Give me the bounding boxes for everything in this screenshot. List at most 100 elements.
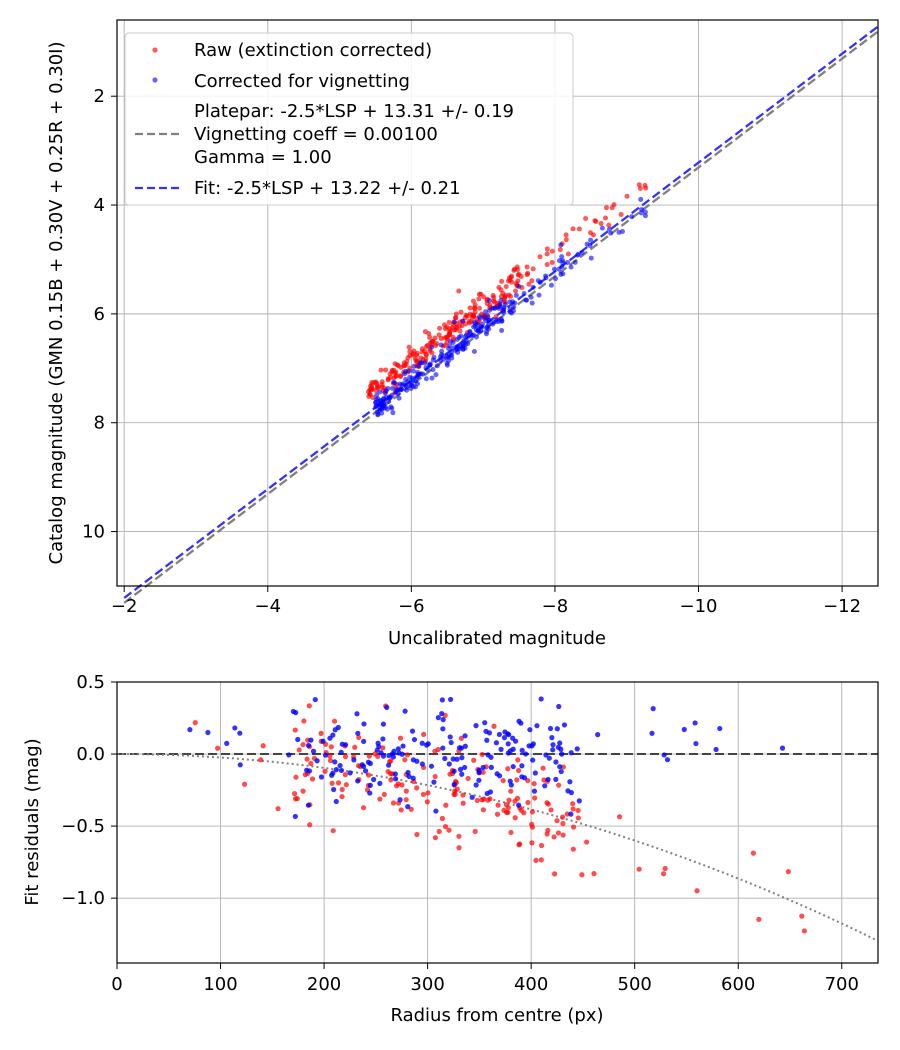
corrected-point xyxy=(425,367,431,373)
raw-residual-point xyxy=(544,800,550,806)
corrected-residual-point xyxy=(310,748,317,754)
corrected-residual-point xyxy=(713,746,719,753)
raw-residual-point xyxy=(331,718,338,724)
corrected-point xyxy=(375,396,381,402)
legend-box xyxy=(124,32,574,206)
raw-residual-point xyxy=(480,807,487,813)
corrected-residual-point xyxy=(519,747,525,753)
raw-residual-point xyxy=(308,760,314,767)
raw-residual-point xyxy=(403,797,409,803)
corrected-residual-point xyxy=(367,760,373,767)
corrected-point xyxy=(530,284,536,290)
raw-residual-point xyxy=(533,857,539,863)
corrected-point xyxy=(447,343,453,349)
raw-point xyxy=(537,254,543,260)
raw-residual-point xyxy=(292,727,298,733)
raw-residual-point xyxy=(330,828,336,834)
raw-residual-point xyxy=(591,871,597,877)
corrected-point xyxy=(423,376,429,382)
raw-residual-point xyxy=(480,796,487,802)
raw-residual-point xyxy=(570,846,576,852)
bottom-plot: 0 100 200 300 400 500 600 700 0.5 0.0 −0.5 −1.0 Ra… xyxy=(22,672,879,1026)
raw-point xyxy=(450,334,456,340)
raw-residual-point xyxy=(575,815,581,821)
legend-fit-label: Fit: -2.5*LSP + 13.22 +/- 0.21 xyxy=(194,178,461,199)
corrected-point xyxy=(375,411,381,417)
raw-residual-point xyxy=(432,835,438,841)
raw-residual-point xyxy=(579,872,585,878)
corrected-residual-point xyxy=(347,770,353,776)
corrected-residual-point xyxy=(681,726,687,733)
corrected-point xyxy=(588,255,594,261)
corrected-residual-point xyxy=(312,696,318,703)
raw-residual-point xyxy=(785,869,791,875)
corrected-residual-point xyxy=(351,757,357,763)
corrected-residual-point xyxy=(557,740,563,746)
corrected-point xyxy=(498,297,504,303)
legend-vignetting-label: Vignetting coeff = 0.00100 xyxy=(194,124,438,145)
corrected-residual-point xyxy=(314,758,320,764)
raw-point xyxy=(609,205,615,211)
corrected-point xyxy=(450,340,456,346)
corrected-residual-point xyxy=(293,710,299,716)
corrected-residual-point xyxy=(664,757,671,763)
raw-residual-point xyxy=(306,703,312,709)
raw-point xyxy=(429,339,435,345)
top-y-axis-label: Catalog magnitude (GMN 0.15B + 0.30V + 0… xyxy=(46,41,67,564)
corrected-residual-point xyxy=(440,726,446,732)
raw-point xyxy=(491,295,497,301)
raw-point xyxy=(406,344,412,350)
bottom-x-tick-label: 0 xyxy=(111,974,122,995)
raw-residual-point xyxy=(215,745,221,751)
corrected-point xyxy=(606,226,612,232)
corrected-residual-point xyxy=(510,763,516,770)
raw-point xyxy=(513,288,519,294)
bottom-y-ticks: 0.5 0.0 −0.5 −1.0 xyxy=(61,672,117,909)
raw-point xyxy=(453,311,459,317)
raw-point xyxy=(476,296,482,302)
corrected-point xyxy=(444,360,450,366)
raw-point xyxy=(570,226,576,232)
corrected-residual-point xyxy=(205,729,211,736)
corrected-point xyxy=(441,356,447,362)
corrected-point xyxy=(587,243,593,249)
raw-point xyxy=(422,329,428,335)
raw-residual-point xyxy=(318,730,324,736)
corrected-residual-point xyxy=(367,782,373,788)
raw-residual-point xyxy=(301,718,307,724)
corrected-residual-point xyxy=(377,780,383,786)
raw-point xyxy=(437,325,443,331)
raw-residual-point xyxy=(460,792,466,798)
corrected-residual-point xyxy=(439,710,445,717)
corrected-residual-point xyxy=(306,768,313,774)
corrected-residual-point xyxy=(550,742,556,748)
raw-residual-point xyxy=(451,791,457,798)
corrected-residual-point xyxy=(496,773,503,779)
raw-point xyxy=(367,391,373,397)
raw-point xyxy=(423,356,429,362)
corrected-point xyxy=(528,294,534,300)
raw-residual-point xyxy=(560,821,566,827)
corrected-point xyxy=(392,380,398,386)
bottom-y-axis-label: Fit residuals (mag) xyxy=(22,738,43,905)
corrected-point xyxy=(608,230,614,236)
raw-residual-point xyxy=(442,824,449,830)
raw-residual-point xyxy=(327,753,333,759)
corrected-residual-point xyxy=(335,724,341,731)
raw-point xyxy=(463,312,469,318)
raw-residual-point xyxy=(408,806,414,812)
top-x-tick-label: −4 xyxy=(254,596,281,617)
corrected-point xyxy=(486,326,492,332)
raw-residual-point xyxy=(662,865,668,872)
corrected-residual-point xyxy=(440,745,446,751)
corrected-residual-point xyxy=(397,797,403,803)
corrected-residual-point xyxy=(451,781,457,787)
raw-residual-point xyxy=(516,842,522,848)
raw-residual-point xyxy=(241,781,248,787)
raw-point xyxy=(476,305,482,311)
corrected-residual-point xyxy=(295,736,301,743)
corrected-point xyxy=(420,371,426,377)
raw-residual-point xyxy=(366,753,372,759)
corrected-point xyxy=(486,298,492,304)
